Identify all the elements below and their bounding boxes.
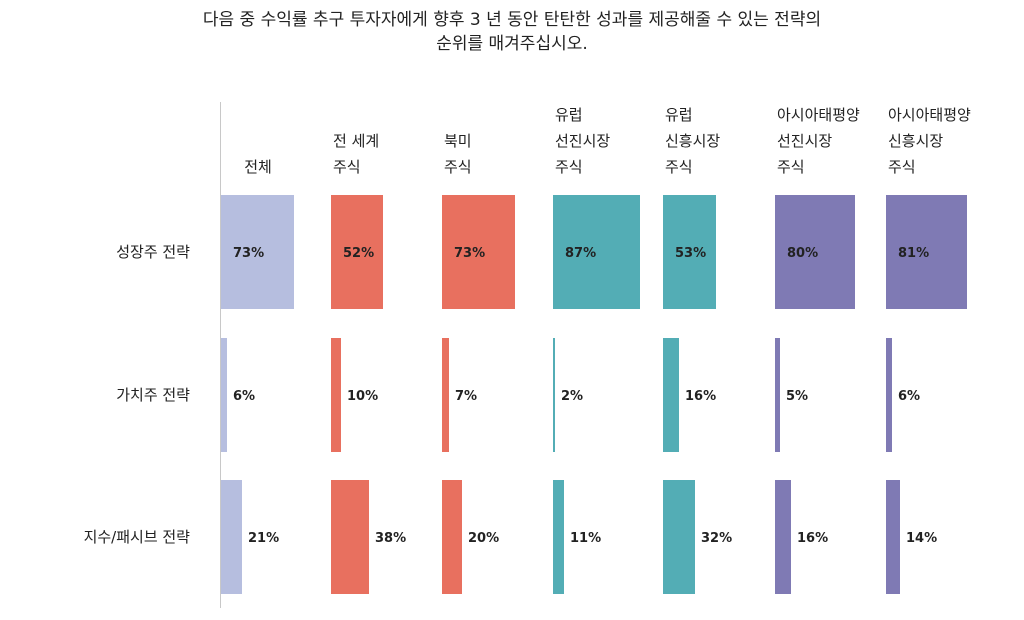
bar [221,480,242,594]
column-header-line: 주식 [555,158,583,176]
bar [553,338,555,452]
data-label: 21% [248,531,279,546]
chart-title: 다음 중 수익률 추구 투자자에게 향후 3 년 동안 탄탄한 성과를 제공해줄… [0,8,1024,56]
data-label: 6% [898,389,920,404]
bar [663,195,716,309]
column-header-line: 주식 [888,158,916,176]
bar [331,338,341,452]
data-label: 10% [347,389,378,404]
data-label: 16% [797,531,828,546]
row-label: 성장주 전략 [116,243,190,261]
column-header-line: 전체 [244,158,272,176]
data-label: 80% [787,246,818,261]
column-header-line: 유럽 [555,106,583,124]
bar [886,480,900,594]
data-label: 7% [455,389,477,404]
bar [886,195,967,309]
bar [775,338,780,452]
column-header-line: 선진시장 [777,132,832,150]
bar [442,195,515,309]
bar [553,195,640,309]
data-label: 53% [675,246,706,261]
bar [221,195,294,309]
data-label: 38% [375,531,406,546]
data-label: 87% [565,246,596,261]
bar [553,480,564,594]
data-label: 81% [898,246,929,261]
column-header-line: 전 세계 [333,132,379,150]
data-label: 16% [685,389,716,404]
column-header-line: 주식 [777,158,805,176]
column-header-line: 유럽 [665,106,693,124]
column-header-line: 주식 [444,158,472,176]
data-label: 20% [468,531,499,546]
data-label: 32% [701,531,732,546]
column-header-line: 신흥시장 [888,132,943,150]
title-line-1: 다음 중 수익률 추구 투자자에게 향후 3 년 동안 탄탄한 성과를 제공해줄… [202,10,822,30]
data-label: 6% [233,389,255,404]
column-header-line: 주식 [333,158,361,176]
column-header-line: 아시아태평양 [777,106,860,124]
bar [331,480,369,594]
data-label: 52% [343,246,374,261]
data-label: 73% [233,246,264,261]
bar [886,338,892,452]
column-header-line: 선진시장 [555,132,610,150]
column-header-line: 신흥시장 [665,132,720,150]
bar [442,338,449,452]
data-label: 2% [561,389,583,404]
bar [663,338,679,452]
row-label: 가치주 전략 [116,386,190,404]
column-header-line: 북미 [444,132,472,150]
bar [775,195,855,309]
data-label: 5% [786,389,808,404]
data-label: 73% [454,246,485,261]
row-label: 지수/패시브 전략 [84,528,191,546]
bar [221,338,227,452]
column-header-line: 아시아태평양 [888,106,971,124]
bar [775,480,791,594]
title-line-2: 순위를 매겨주십시오. [436,34,588,54]
data-label: 11% [570,531,601,546]
data-label: 14% [906,531,937,546]
bar [442,480,462,594]
bar [663,480,695,594]
column-header-line: 주식 [665,158,693,176]
bar [331,195,383,309]
